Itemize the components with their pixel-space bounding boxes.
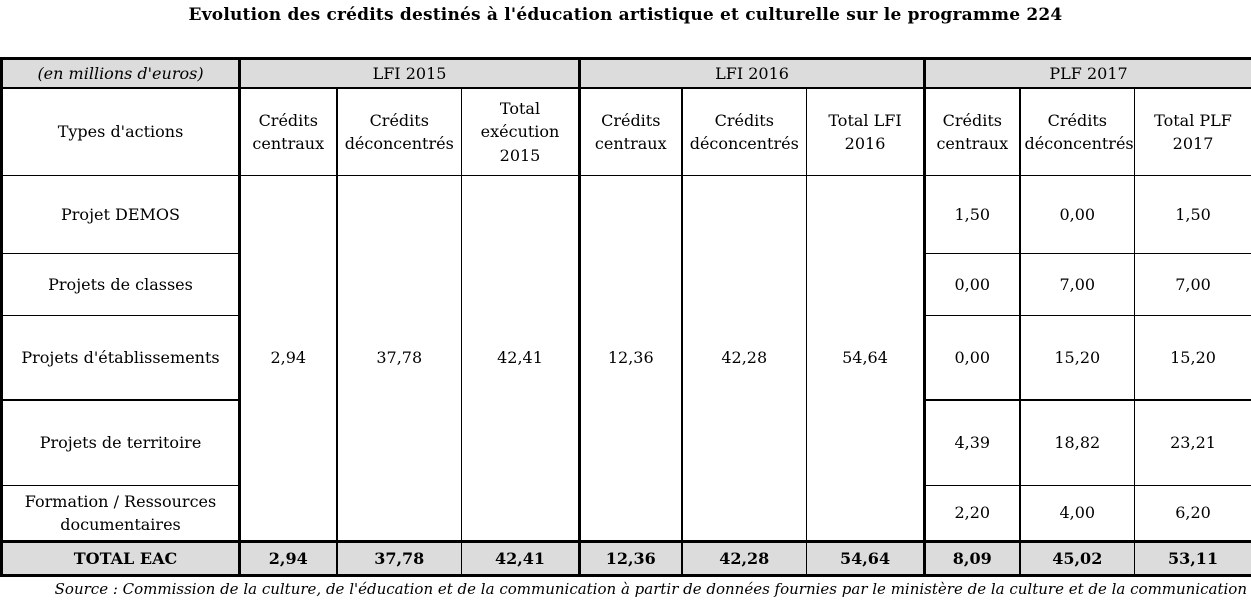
column-header-row: Types d'actions Crédits centraux Crédits… xyxy=(1,87,1251,176)
value-cell: 6,20 xyxy=(1134,484,1251,542)
unit-label-cell: (en millions d'euros) xyxy=(1,58,240,90)
row-label-projets-etablissements: Projets d'établissements xyxy=(1,314,240,401)
value-cell: 1,50 xyxy=(923,174,1021,254)
source-note: Source : Commission de la culture, de l'… xyxy=(54,580,1247,598)
total-value-cell: 45,02 xyxy=(1018,539,1136,577)
page-title: Evolution des crédits destinés à l'éduca… xyxy=(188,5,1063,25)
value-cell: 1,50 xyxy=(1134,174,1251,254)
value-cell: 0,00 xyxy=(923,314,1021,401)
value-cell: 7,00 xyxy=(1134,252,1251,316)
value-cell: 4,00 xyxy=(1018,484,1136,542)
col-header-total-plf-2017: Total PLF 2017 xyxy=(1134,87,1251,176)
value-cell: 0,00 xyxy=(923,252,1021,316)
merged-cell-lfi2016-centraux: 12,36 xyxy=(578,174,683,542)
types-actions-header: Types d'actions xyxy=(1,87,240,176)
value-cell: 0,00 xyxy=(1018,174,1136,254)
col-header-total-execution-2015: Total exécution 2015 xyxy=(460,87,581,176)
merged-cell-lfi2015-total: 42,41 xyxy=(460,174,581,542)
value-cell: 15,20 xyxy=(1018,314,1136,401)
col-header-plf2017-credits-centraux: Crédits centraux xyxy=(923,87,1021,176)
group-header-lfi-2015: LFI 2015 xyxy=(237,58,581,90)
table-row-formation-ressources: Formation / Ressources documentaires 2,2… xyxy=(1,484,1251,542)
total-label: TOTAL EAC xyxy=(1,539,240,577)
total-value-cell: 2,94 xyxy=(238,539,337,577)
col-header-plf2017-credits-deconcentres: Crédits déconcentrés xyxy=(1018,87,1136,176)
total-value-cell: 53,11 xyxy=(1134,539,1251,577)
merged-cell-lfi2016-deconcentres: 42,28 xyxy=(680,174,808,542)
table-row-projet-demos: Projet DEMOS 2,94 37,78 42,41 12,36 42,2… xyxy=(1,174,1251,542)
col-header-total-lfi-2016: Total LFI 2016 xyxy=(806,87,926,176)
total-value-cell: 42,41 xyxy=(460,539,581,577)
col-header-lfi2016-credits-deconcentres: Crédits déconcentrés xyxy=(680,87,808,176)
merged-cell-lfi2016-total: 54,64 xyxy=(806,174,926,542)
total-value-cell: 37,78 xyxy=(335,539,462,577)
value-cell: 7,00 xyxy=(1018,252,1136,316)
group-header-lfi-2016: LFI 2016 xyxy=(578,58,926,90)
total-value-cell: 42,28 xyxy=(680,539,808,577)
col-header-lfi2015-credits-deconcentres: Crédits déconcentrés xyxy=(335,87,462,176)
total-value-cell: 54,64 xyxy=(806,539,926,577)
row-label-projets-de-classes: Projets de classes xyxy=(1,252,240,316)
row-label-formation-ressources: Formation / Ressources documentaires xyxy=(1,484,240,542)
col-header-lfi2016-credits-centraux: Crédits centraux xyxy=(578,87,683,176)
value-cell: 2,20 xyxy=(923,484,1021,542)
header-band-row: (en millions d'euros) LFI 2015 LFI 2016 … xyxy=(1,58,1251,90)
group-header-plf-2017: PLF 2017 xyxy=(923,58,1251,90)
table-row-projets-de-classes: Projets de classes 0,00 7,00 7,00 xyxy=(1,252,1251,316)
row-label-projet-demos: Projet DEMOS xyxy=(1,174,240,254)
total-value-cell: 12,36 xyxy=(578,539,683,577)
merged-cell-lfi2015-centraux: 2,94 xyxy=(238,174,337,542)
value-cell: 23,21 xyxy=(1134,399,1251,486)
credits-table: (en millions d'euros) LFI 2015 LFI 2016 … xyxy=(0,57,1251,577)
value-cell: 4,39 xyxy=(923,399,1021,486)
table-row-total-eac: TOTAL EAC 2,94 37,78 42,41 12,36 42,28 5… xyxy=(1,539,1251,577)
col-header-lfi2015-credits-centraux: Crédits centraux xyxy=(238,87,337,176)
value-cell: 18,82 xyxy=(1018,399,1136,486)
total-value-cell: 8,09 xyxy=(923,539,1021,577)
row-label-projets-de-territoire: Projets de territoire xyxy=(1,399,240,486)
merged-cell-lfi2015-deconcentres: 37,78 xyxy=(335,174,462,542)
value-cell: 15,20 xyxy=(1134,314,1251,401)
